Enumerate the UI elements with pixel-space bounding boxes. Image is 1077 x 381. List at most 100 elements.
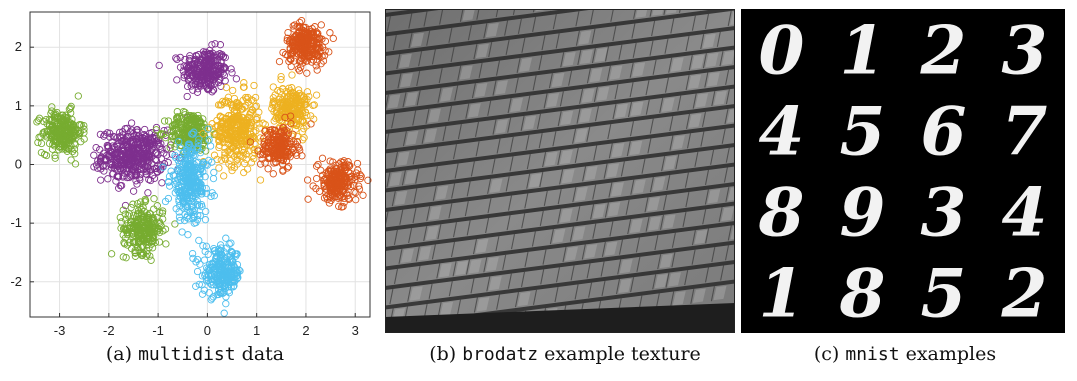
- shingle-edge: [541, 35, 546, 51]
- shingle-edge: [539, 210, 544, 227]
- data-point: [224, 147, 232, 155]
- data-point: [42, 115, 50, 124]
- data-point: [74, 92, 82, 100]
- shingle-highlight: [652, 176, 666, 192]
- shingle-edge: [652, 59, 657, 75]
- data-point: [194, 126, 202, 134]
- data-point: [344, 158, 352, 166]
- shingle-edge: [466, 181, 471, 197]
- shingle-edge: [669, 115, 674, 132]
- shingle-edge: [600, 261, 605, 277]
- data-point: [203, 273, 211, 281]
- data-point: [239, 124, 247, 132]
- shingle-edge: [492, 119, 497, 135]
- data-point: [270, 98, 278, 106]
- shingle-edge: [630, 179, 635, 195]
- data-point: [35, 114, 44, 122]
- data-point: [175, 113, 184, 121]
- shingle-edge: [488, 41, 493, 58]
- shingle-edge: [473, 43, 478, 60]
- data-point: [224, 287, 233, 295]
- data-point: [227, 239, 235, 247]
- shingle-highlight: [662, 214, 676, 229]
- data-point: [220, 309, 228, 317]
- data-point: [146, 176, 155, 185]
- data-point: [310, 101, 318, 109]
- data-point: [114, 172, 123, 180]
- data-point: [302, 41, 310, 50]
- scatter-points: [33, 16, 372, 317]
- shingle-highlight: [721, 206, 735, 222]
- data-point: [224, 267, 232, 276]
- shingle-edge: [413, 188, 418, 204]
- data-point: [219, 65, 227, 73]
- data-point: [43, 127, 51, 136]
- data-point: [150, 195, 158, 203]
- shingle-highlight: [594, 47, 608, 63]
- data-point: [171, 151, 179, 160]
- data-point: [348, 175, 356, 184]
- shingle-edge: [487, 178, 492, 194]
- data-point: [182, 116, 191, 125]
- data-point: [269, 83, 277, 91]
- mnist-digit: 4: [759, 93, 805, 171]
- data-point: [208, 88, 216, 96]
- multidist-panel: -3 -2 -1 0 1 2 3 2 1 0 -1 -2: [0, 10, 376, 340]
- shingle-edge: [718, 207, 723, 223]
- shingle-highlight: [394, 190, 408, 206]
- data-point: [192, 72, 201, 80]
- data-point: [298, 128, 306, 136]
- data-point: [100, 132, 108, 140]
- shingle-edge: [425, 108, 430, 124]
- data-point: [156, 208, 164, 217]
- shingle-edge: [531, 231, 536, 247]
- shingle-highlight: [574, 128, 588, 143]
- data-point: [286, 137, 294, 146]
- data-point: [63, 121, 72, 129]
- shingle-highlight: [517, 291, 531, 307]
- shingle-edge: [437, 302, 442, 318]
- shingle-edge: [725, 89, 730, 105]
- data-point: [326, 29, 334, 37]
- data-point: [277, 140, 285, 148]
- data-point: [220, 281, 228, 290]
- data-point: [182, 146, 191, 154]
- data-point: [177, 156, 185, 165]
- shingle-shadow: [385, 221, 735, 271]
- shingle-edge: [509, 136, 514, 152]
- shingle-edge: [386, 172, 391, 188]
- shingle-edge: [704, 72, 709, 88]
- shingle-edge: [399, 209, 404, 225]
- shingle-edge: [572, 128, 577, 144]
- shingle-edge: [629, 82, 634, 98]
- data-point: [285, 38, 294, 46]
- data-point: [216, 41, 225, 49]
- mnist-digit: 3: [1002, 12, 1048, 90]
- data-point: [207, 275, 215, 283]
- shingle-edge: [632, 42, 637, 58]
- data-point: [230, 282, 238, 290]
- shingle-edge: [691, 249, 696, 265]
- data-point: [224, 93, 233, 101]
- data-point: [240, 146, 249, 154]
- shingle-highlight: [489, 178, 503, 193]
- data-point: [48, 116, 56, 124]
- data-point: [119, 147, 128, 156]
- shingle-highlight: [663, 155, 677, 171]
- data-point: [92, 143, 100, 152]
- shingle-edge: [516, 57, 521, 74]
- data-point: [152, 123, 161, 132]
- shingle-edge: [526, 173, 531, 189]
- data-point: [288, 148, 296, 157]
- shingle-edge: [705, 228, 710, 244]
- data-point: [165, 172, 174, 181]
- shingle-edge: [538, 54, 543, 71]
- shingle-edge: [491, 158, 496, 174]
- data-point: [217, 82, 225, 90]
- data-point: [177, 122, 185, 130]
- shingle-edge: [542, 249, 547, 265]
- data-point: [214, 68, 222, 76]
- data-point: [174, 167, 183, 175]
- mnist-digit: 1: [759, 255, 805, 333]
- data-point: [298, 37, 306, 45]
